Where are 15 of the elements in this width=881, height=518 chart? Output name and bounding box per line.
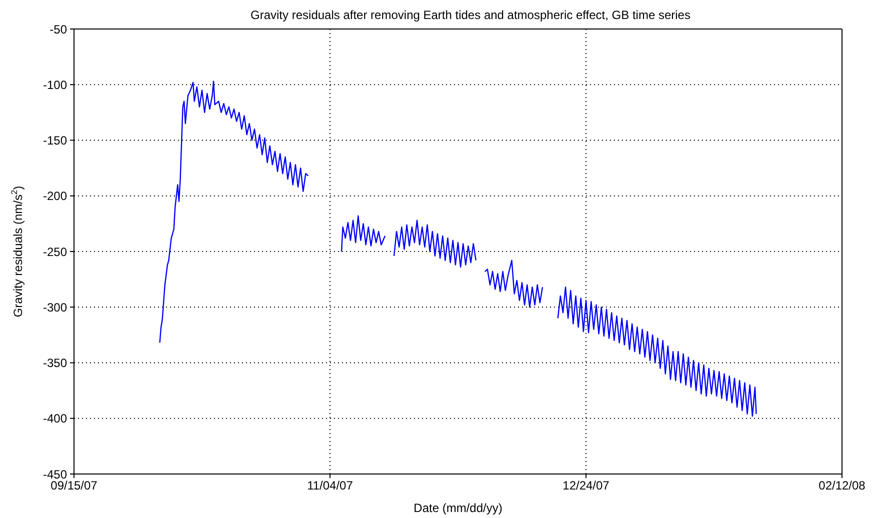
- y-tick-label: -350: [42, 356, 68, 370]
- x-tick-label: 09/15/07: [50, 478, 98, 493]
- y-tick-label: -400: [42, 412, 68, 426]
- x-tick-label: 12/24/07: [562, 478, 610, 493]
- y-tick-label: -200: [42, 189, 68, 204]
- y-tick-label: -50: [50, 22, 68, 36]
- x-tick-label: 11/04/07: [307, 478, 354, 493]
- y-tick-label: -150: [42, 134, 68, 148]
- x-tick-label: 02/12/08: [818, 478, 866, 493]
- chart-title: Gravity residuals after removing Earth tides and atmospheric effect, GB time series: [250, 8, 692, 24]
- x-axis-title: Date (mm/dd/yy): [414, 501, 502, 515]
- y-tick-label: -450: [42, 467, 68, 482]
- y-tick-label: -100: [42, 78, 68, 92]
- y-tick-label: -250: [42, 244, 68, 259]
- y-tick-label: -300: [42, 300, 68, 314]
